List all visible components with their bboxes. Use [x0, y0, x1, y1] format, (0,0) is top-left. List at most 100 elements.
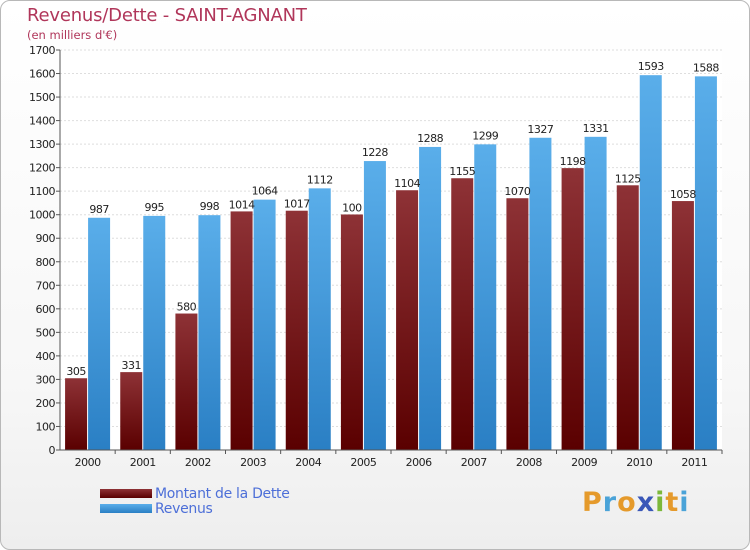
x-tick-label: 2004 — [295, 456, 321, 469]
chart-subtitle: (en milliers d'€) — [27, 28, 118, 42]
bar-debt — [396, 190, 419, 450]
logo-letter: t — [665, 487, 680, 518]
data-label-revenue: 1588 — [693, 61, 719, 74]
x-tick-label: 2008 — [516, 456, 542, 469]
bar-debt — [506, 198, 529, 450]
bar-revenue — [639, 75, 662, 451]
data-label-revenue: 1288 — [417, 132, 443, 145]
bar-debt — [671, 201, 694, 450]
data-label-debt: 1155 — [449, 165, 475, 178]
y-tick-label: 1400 — [29, 115, 55, 128]
data-label-revenue: 987 — [89, 203, 109, 216]
proxiti-logo: Proxiti — [582, 487, 690, 518]
x-tick-label: 2002 — [185, 456, 211, 469]
data-label-debt: 1058 — [670, 188, 696, 201]
bar-revenue — [474, 144, 497, 450]
data-label-debt: 100 — [342, 201, 362, 214]
y-tick-label: 1000 — [29, 209, 55, 222]
y-tick-label: 900 — [36, 232, 56, 245]
bar-debt — [230, 211, 253, 450]
logo-letter: o — [617, 487, 637, 518]
data-label-debt: 1017 — [284, 198, 310, 211]
data-label-debt: 1125 — [615, 172, 641, 185]
grid-layer — [60, 49, 722, 451]
bars-layer — [65, 75, 717, 451]
legend-item-debt: Montant de la Dette — [100, 485, 290, 502]
bar-revenue — [308, 188, 331, 450]
data-label-debt: 305 — [66, 365, 86, 378]
data-label-revenue: 1112 — [307, 173, 333, 186]
legend-item-revenue: Revenus — [100, 500, 290, 517]
data-label-debt: 331 — [122, 359, 142, 372]
bar-revenue — [363, 161, 386, 450]
y-tick-label: 1300 — [29, 138, 55, 151]
legend-label-revenue: Revenus — [155, 500, 213, 517]
y-tick-label: 400 — [36, 350, 56, 363]
bar-revenue — [253, 199, 276, 450]
data-label-revenue: 1593 — [638, 60, 664, 73]
x-tick-label: 2009 — [571, 456, 597, 469]
data-label-debt: 1014 — [229, 198, 255, 211]
legend-swatch-debt — [100, 489, 152, 498]
bar-debt — [561, 168, 584, 450]
logo-letter: i — [679, 487, 690, 518]
data-label-revenue: 1331 — [583, 122, 609, 135]
bar-revenue — [529, 137, 552, 450]
logo-letter: i — [655, 487, 666, 518]
legend-label-debt: Montant de la Dette — [155, 485, 290, 502]
bar-revenue — [419, 146, 442, 451]
logo-letter: x — [636, 487, 656, 518]
x-tick-label: 2005 — [350, 456, 376, 469]
y-tick-label: 700 — [36, 279, 56, 292]
y-tick-label: 1500 — [29, 91, 55, 104]
y-tick-label: 1200 — [29, 162, 55, 175]
data-label-debt: 1198 — [560, 155, 586, 168]
data-label-revenue: 1299 — [472, 129, 498, 142]
x-tick-label: 2001 — [130, 456, 156, 469]
bar-debt — [616, 185, 639, 450]
chart-title: Revenus/Dette - SAINT-AGNANT — [27, 5, 307, 26]
y-tick-label: 300 — [36, 373, 56, 386]
x-tick-label: 2007 — [461, 456, 487, 469]
bar-debt — [285, 210, 308, 450]
data-label-debt: 1070 — [504, 185, 530, 198]
axis-layer: 0 100 200 300 400 500 600 700 800 900 1000 1100 1200… — [29, 44, 723, 469]
bar-revenue — [143, 215, 166, 450]
x-tick-label: 2006 — [406, 456, 432, 469]
x-tick-label: 2010 — [626, 456, 652, 469]
data-label-revenue: 998 — [200, 200, 220, 213]
data-label-revenue: 995 — [145, 201, 165, 214]
y-tick-label: 100 — [36, 420, 56, 433]
bar-debt — [65, 378, 88, 450]
y-tick-label: 0 — [49, 444, 56, 457]
y-tick-label: 1600 — [29, 68, 55, 81]
bar-revenue — [584, 136, 607, 450]
logo-letter: P — [582, 487, 603, 518]
data-label-debt: 1104 — [394, 177, 420, 190]
x-tick-label: 2003 — [240, 456, 266, 469]
y-tick-label: 1100 — [29, 185, 55, 198]
data-label-revenue: 1228 — [362, 146, 388, 159]
logo-letter: r — [602, 487, 618, 518]
bar-debt — [340, 214, 363, 450]
bar-debt — [175, 313, 198, 450]
bar-revenue — [694, 76, 717, 451]
y-tick-label: 200 — [36, 397, 56, 410]
y-tick-label: 600 — [36, 303, 56, 316]
x-tick-label: 2011 — [681, 456, 707, 469]
legend: Montant de la Dette Revenus — [100, 485, 290, 517]
bar-revenue — [88, 217, 111, 450]
bar-debt — [120, 372, 143, 450]
data-label-revenue: 1064 — [252, 185, 278, 198]
y-tick-label: 800 — [36, 256, 56, 269]
plot-area — [60, 50, 722, 450]
bar-debt — [451, 178, 474, 450]
legend-swatch-revenue — [100, 504, 152, 513]
data-label-revenue: 1327 — [527, 123, 553, 136]
data-label-debt: 580 — [177, 301, 197, 314]
x-tick-label: 2000 — [75, 456, 101, 469]
bar-revenue — [198, 215, 221, 450]
y-tick-label: 500 — [36, 326, 56, 339]
